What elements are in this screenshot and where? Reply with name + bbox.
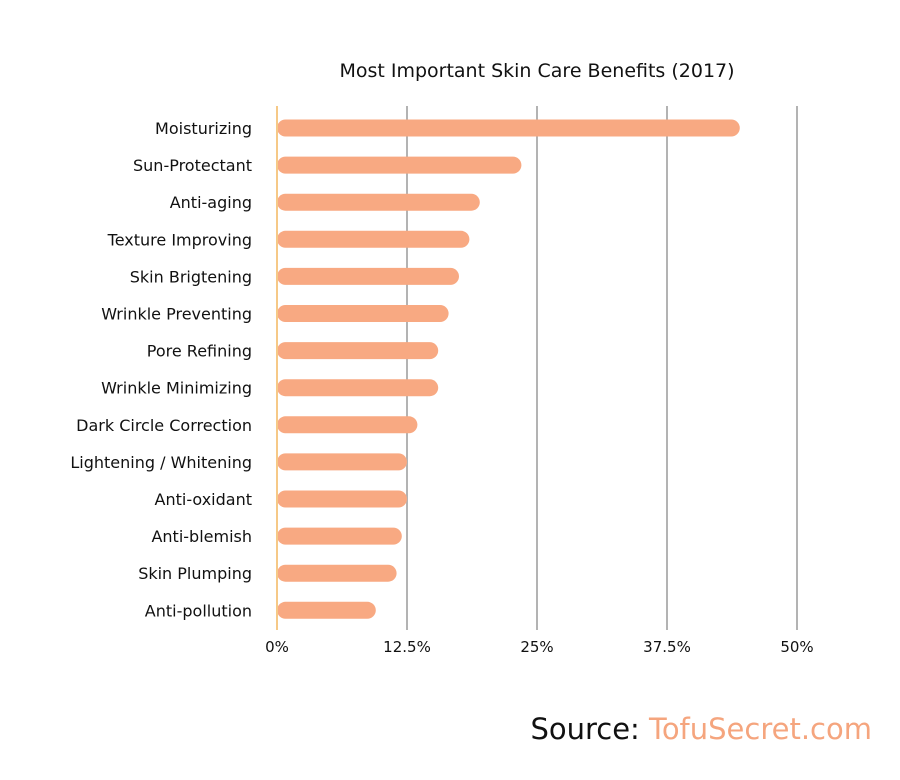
category-label: Anti-oxidant [155, 490, 252, 509]
tick-label: 0% [265, 638, 289, 656]
bar [277, 119, 740, 137]
tick-label: 37.5% [643, 638, 691, 656]
category-label: Lightening / Whitening [70, 453, 252, 472]
category-label: Anti-blemish [151, 527, 252, 546]
bar [277, 305, 449, 322]
bar [277, 416, 418, 434]
category-label: Sun-Protectant [133, 156, 252, 175]
source-credit: Source: TofuSecret.com [530, 712, 872, 746]
bar [277, 193, 480, 211]
bar [277, 527, 402, 545]
source-prefix: Source: [530, 712, 650, 746]
source-site-link[interactable]: TofuSecret.com [649, 712, 872, 746]
category-label: Texture Improving [107, 230, 252, 249]
category-label: Dark Circle Correction [76, 416, 252, 435]
bar [277, 453, 407, 471]
category-label: Wrinkle Preventing [101, 305, 252, 324]
bar [277, 230, 470, 248]
bar [277, 379, 439, 397]
category-labels: Moisturizing Sun-Protectant Anti-aging Text… [70, 119, 252, 620]
bar [277, 156, 522, 174]
tick-label: 25% [520, 638, 553, 656]
tick-label: 50% [780, 638, 813, 656]
category-label: Wrinkle Minimizing [101, 379, 252, 398]
bar-chart: Moisturizing Sun-Protectant Anti-aging Text… [70, 60, 814, 656]
x-axis-ticks: 0% 12.5% 25% 37.5% 50% [265, 638, 814, 656]
tick-label: 12.5% [383, 638, 431, 656]
bar [277, 267, 459, 285]
chart-title: Most Important Skin Care Benefits (2017) [339, 60, 734, 82]
category-label: Skin Brigtening [130, 267, 252, 286]
category-label: Anti-aging [170, 193, 252, 212]
bar [277, 342, 439, 360]
category-label: Pore Refining [147, 342, 252, 361]
bar [277, 490, 407, 508]
bar [277, 601, 376, 619]
grid-lines [406, 106, 798, 630]
category-label: Moisturizing [155, 119, 252, 138]
category-label: Anti-pollution [145, 601, 252, 620]
bar [277, 564, 397, 582]
category-label: Skin Plumping [138, 564, 252, 583]
bars [277, 119, 740, 619]
